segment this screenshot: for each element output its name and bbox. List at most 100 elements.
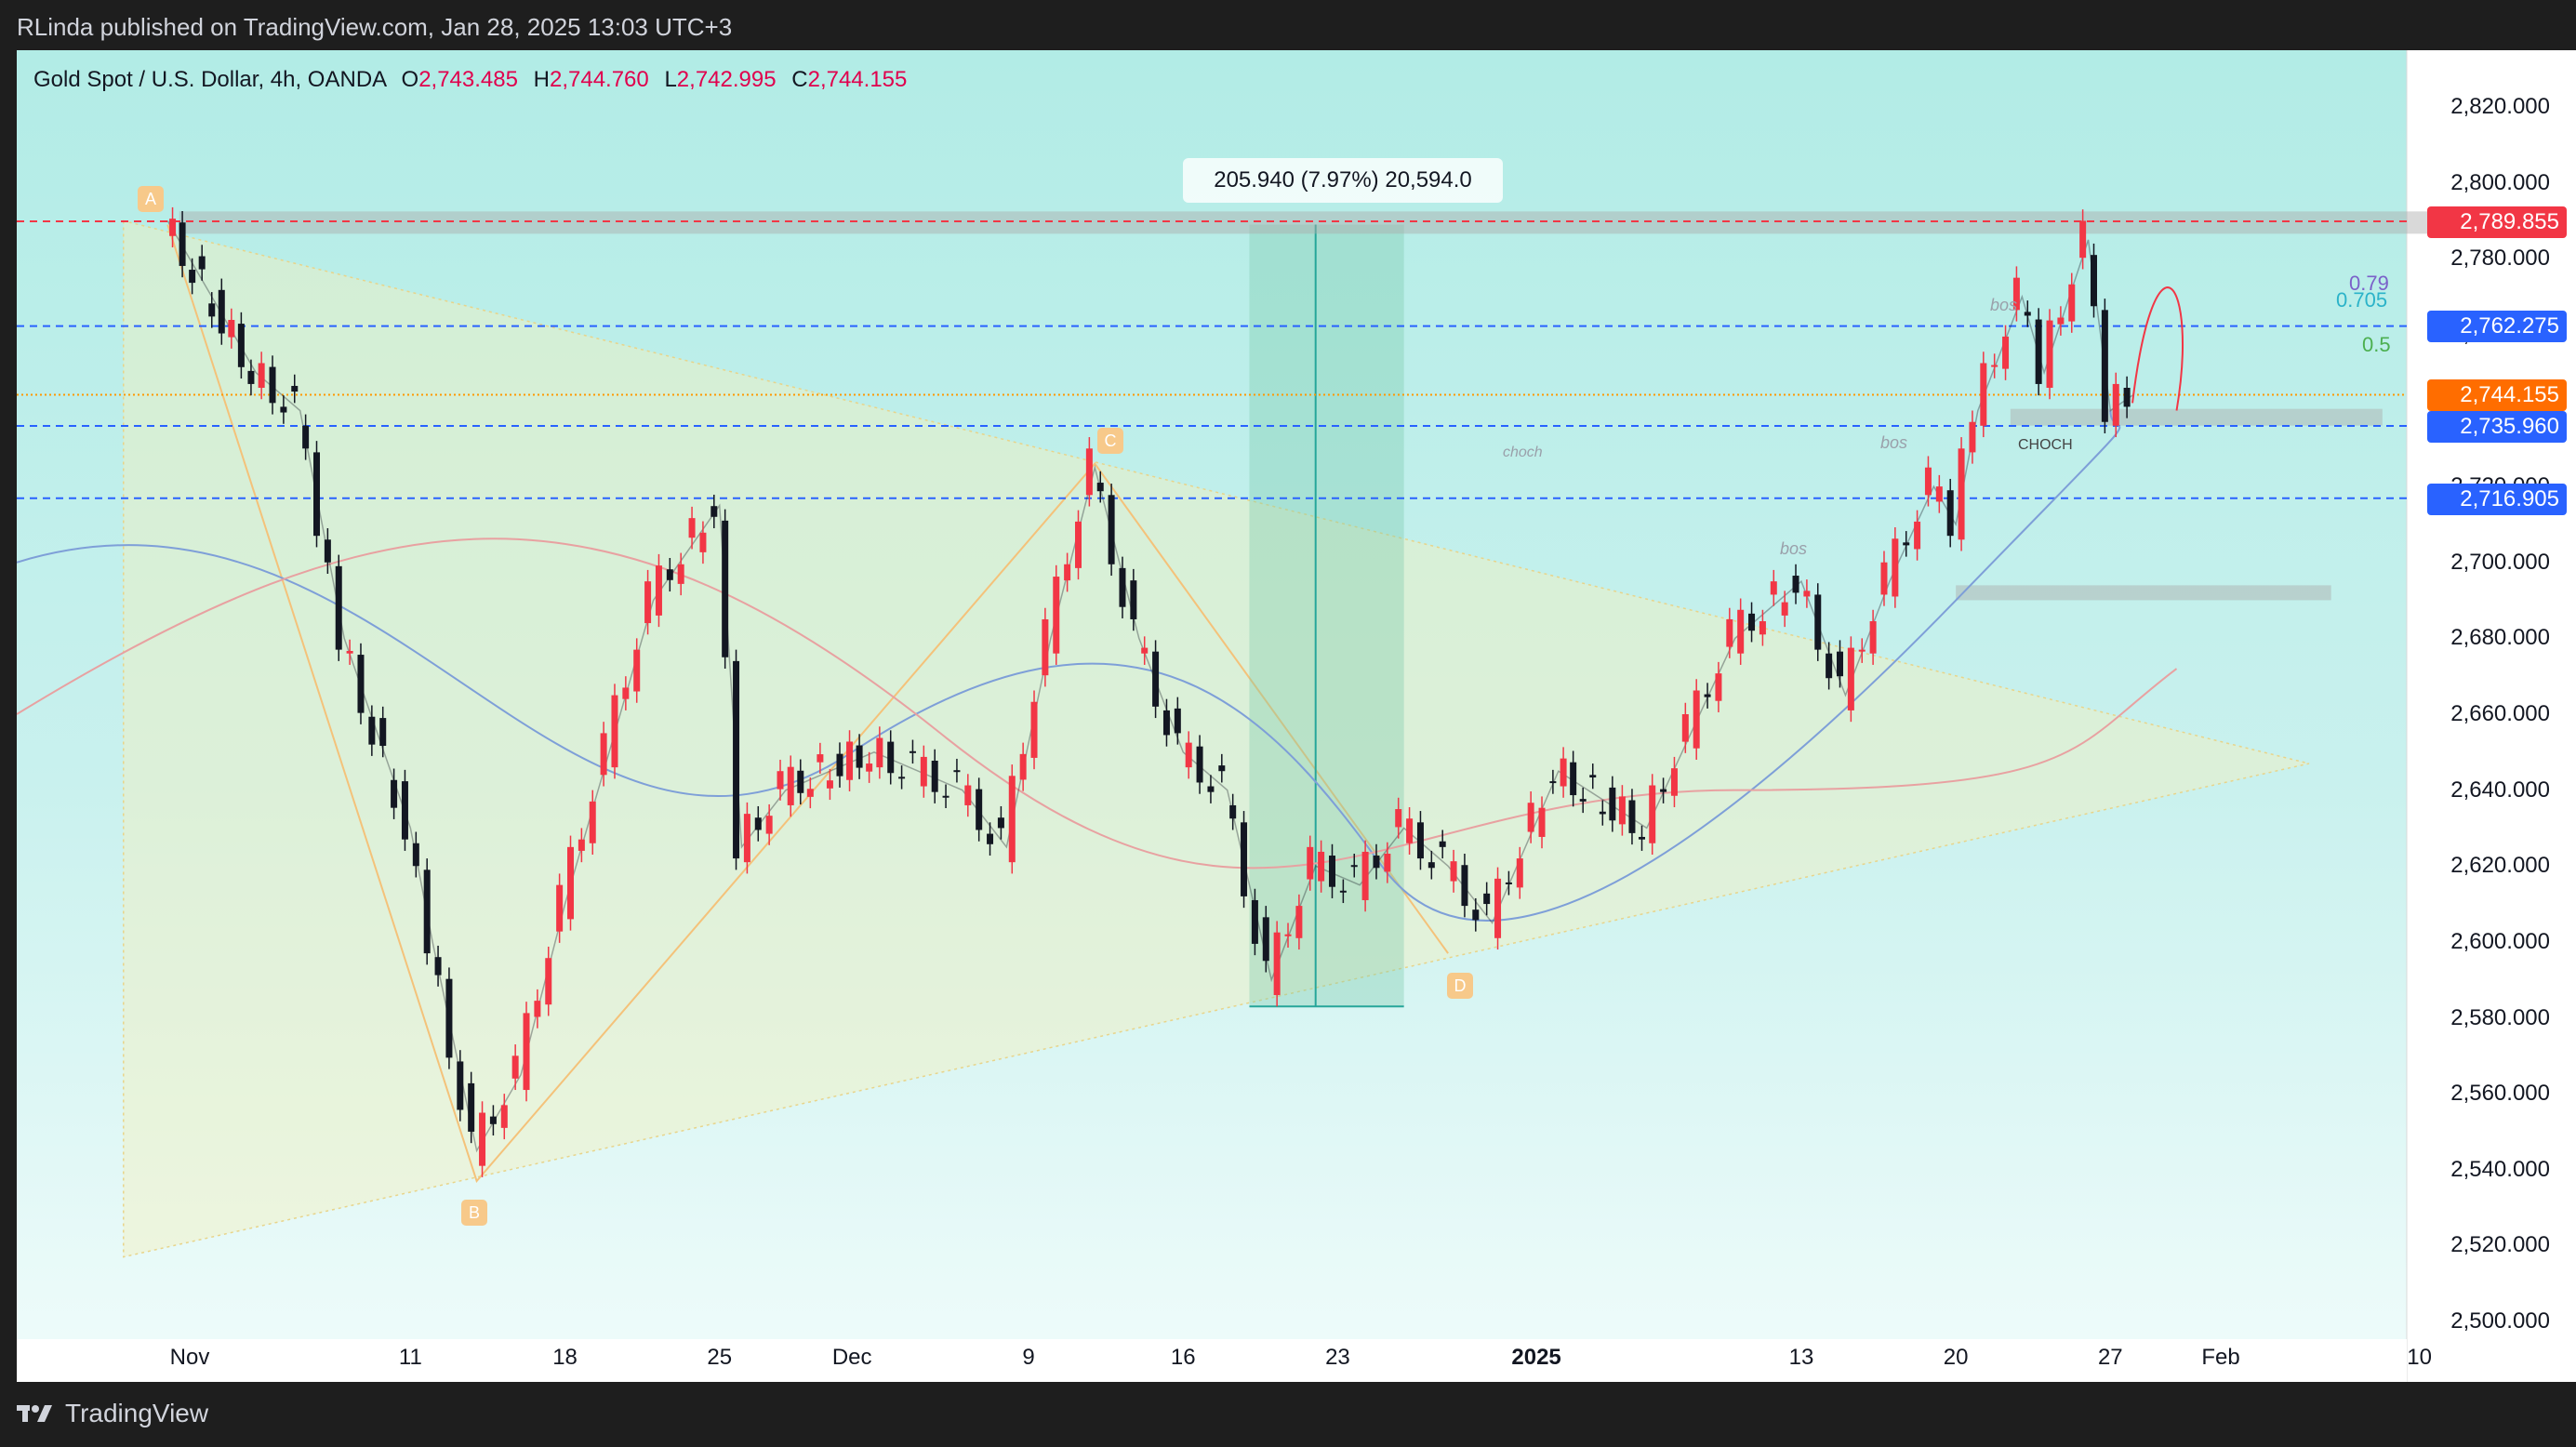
candle-body <box>1946 490 1954 537</box>
point-d-label: D <box>1447 973 1473 999</box>
triangle-pattern <box>123 219 2310 1258</box>
candle-body <box>1814 594 1822 650</box>
candle-body <box>1185 742 1192 768</box>
candle-body <box>357 655 365 713</box>
price-tick-label: 2,700.000 <box>2450 549 2550 575</box>
price-tag-level-1: 2,762.275 <box>2427 311 2567 342</box>
time-tick-label: Feb <box>2201 1345 2240 1370</box>
low-label: L <box>664 67 677 92</box>
candle-body <box>987 833 994 844</box>
candle-body <box>2123 388 2131 407</box>
price-tag-level-3: 2,716.905 <box>2427 484 2567 515</box>
high-label: H <box>533 67 550 92</box>
candle-body <box>1969 421 1976 453</box>
candle-body <box>1130 580 1137 619</box>
candle-body <box>302 425 310 449</box>
candle-body <box>1958 448 1965 540</box>
candle-body <box>1991 365 1998 367</box>
price-tick-label: 2,500.000 <box>2450 1308 2550 1334</box>
candle-body <box>1427 862 1435 869</box>
candle-body <box>931 760 938 792</box>
candle-body <box>1549 781 1557 784</box>
price-tick-label: 2,560.000 <box>2450 1081 2550 1107</box>
candle-body <box>1505 882 1512 884</box>
time-tick-label: 18 <box>552 1345 578 1370</box>
price-tick-label: 2,820.000 <box>2450 94 2550 119</box>
candle-body <box>280 406 287 413</box>
candle-body <box>1339 890 1347 893</box>
chart-area[interactable] <box>17 50 2576 1382</box>
candle-body <box>920 756 927 787</box>
time-tick-label: 9 <box>1022 1345 1035 1370</box>
time-tick-label: Dec <box>831 1345 872 1370</box>
candle-body <box>1560 758 1567 787</box>
candle-body <box>1241 822 1248 896</box>
price-tag-last: 2,744.155 <box>2427 379 2567 411</box>
candle-body <box>1693 690 1700 749</box>
candle-body <box>1085 448 1093 496</box>
point-c-label: C <box>1097 428 1123 454</box>
price-tick-label: 2,780.000 <box>2450 246 2550 272</box>
candle-body <box>346 650 353 654</box>
candle-body <box>1609 787 1616 821</box>
candle-body <box>622 687 630 699</box>
publish-bar: RLinda published on TradingView.com, Jan… <box>0 0 2576 50</box>
fib-05-label: 0.5 <box>2362 333 2391 356</box>
low-value: 2,742.995 <box>676 67 777 92</box>
candle-body <box>1350 865 1358 868</box>
candle-body <box>1152 651 1160 707</box>
candle-body <box>898 777 906 779</box>
candle-body <box>1318 851 1325 882</box>
candle-body <box>817 754 824 763</box>
candle-body <box>1847 647 1854 710</box>
candle-body <box>169 219 177 236</box>
price-tick-label: 2,600.000 <box>2450 928 2550 954</box>
candle-body <box>743 814 750 863</box>
candle-body <box>218 289 225 334</box>
candle-body <box>655 565 662 616</box>
symbol-label: Gold Spot / U.S. Dollar, 4h, OANDA <box>33 67 386 92</box>
time-tick-label: 27 <box>2097 1345 2123 1370</box>
candle-body <box>258 363 265 389</box>
candle-body <box>335 565 342 650</box>
price-tick-label: 2,660.000 <box>2450 701 2550 726</box>
price-tick-label: 2,680.000 <box>2450 625 2550 651</box>
candle-body <box>2068 284 2076 322</box>
candle-body <box>1406 818 1414 843</box>
candle-body <box>1295 906 1303 938</box>
price-tick-label: 2,520.000 <box>2450 1232 2550 1258</box>
point-a-label: A <box>138 186 164 212</box>
candle-body <box>556 884 564 932</box>
candle-body <box>1826 653 1833 679</box>
candle-body <box>534 1001 541 1017</box>
candle-body <box>754 817 762 830</box>
order-block-zone <box>2010 408 2383 426</box>
candle-body <box>2079 220 2087 259</box>
candle-body <box>523 1013 530 1091</box>
candle-body <box>1781 602 1788 616</box>
candle-body <box>1837 651 1843 677</box>
candle-body <box>1229 804 1237 819</box>
time-tick-label: 10 <box>2407 1345 2432 1370</box>
candle-body <box>2024 312 2031 316</box>
candle-body <box>677 564 684 584</box>
candle-body <box>1858 649 1866 652</box>
brand[interactable]: TradingView <box>17 1399 208 1428</box>
candle-body <box>434 957 442 976</box>
price-tick-label: 2,580.000 <box>2450 1004 2550 1030</box>
candle-body <box>1096 483 1104 492</box>
candle-body <box>1284 934 1292 936</box>
candle-body <box>1042 618 1049 676</box>
candle-body <box>1483 893 1491 905</box>
candle-body <box>468 1082 475 1132</box>
time-tick-label: 25 <box>707 1345 733 1370</box>
candle-body <box>511 1055 519 1079</box>
candle-body <box>2057 317 2065 325</box>
candle-body <box>237 324 245 367</box>
price-chart[interactable] <box>17 50 2576 1382</box>
candle-body <box>578 839 585 851</box>
chart-background <box>17 50 2407 1382</box>
footer-bar <box>0 1382 2576 1447</box>
candle-body <box>423 870 431 954</box>
price-tick-label: 2,800.000 <box>2450 169 2550 195</box>
